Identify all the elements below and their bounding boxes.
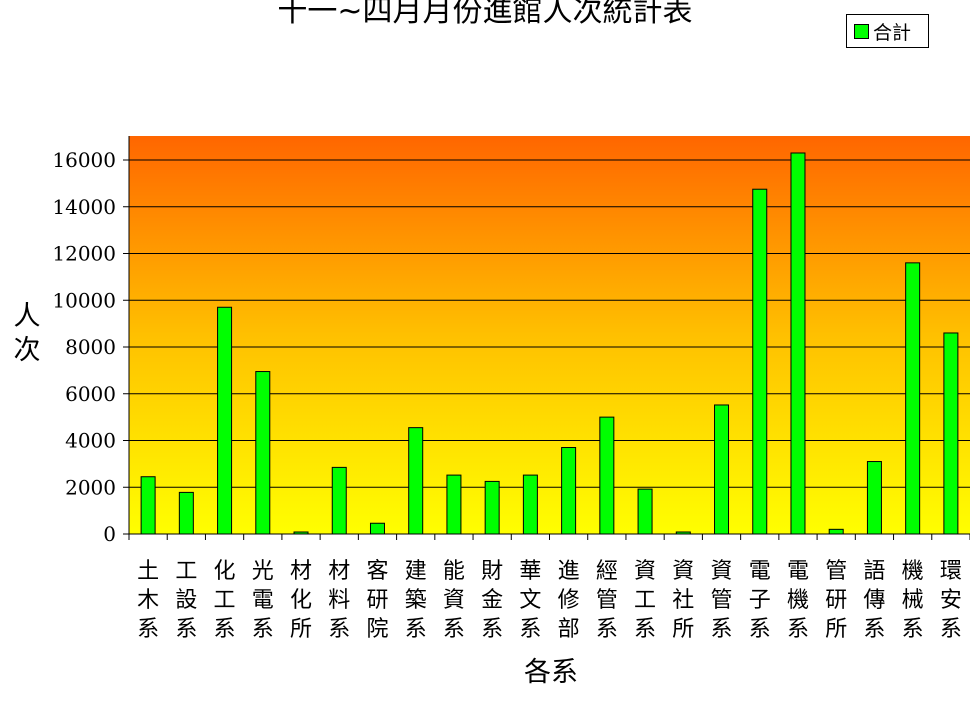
x-tick-label: 財金系 (481, 559, 503, 642)
y-tick-label: 8000 (65, 335, 116, 359)
bar (599, 416, 615, 535)
plot-area (129, 136, 970, 534)
x-tick-label: 進修部 (558, 559, 580, 642)
x-tick-label: 客研院 (366, 559, 388, 642)
x-tick-label: 資管系 (711, 559, 733, 642)
x-tick-label: 機械系 (902, 559, 924, 642)
y-axis-label: 人次 (12, 300, 42, 368)
x-tick-label: 建築系 (405, 559, 427, 642)
x-tick-label: 電子系 (749, 559, 771, 642)
bar (828, 528, 844, 535)
bar (408, 427, 424, 535)
y-axis-label-char: 次 (13, 335, 41, 366)
x-tick-label: 材料系 (328, 559, 350, 642)
y-tick-label: 4000 (65, 429, 116, 453)
x-tick-label: 能資系 (443, 559, 465, 642)
bar (905, 262, 921, 535)
x-tick-label: 土木系 (137, 559, 159, 642)
bar (217, 306, 233, 535)
bar (178, 491, 194, 535)
legend: 合計 (846, 14, 929, 48)
bar (866, 461, 882, 535)
bar (561, 447, 577, 535)
x-tick-label: 語傳系 (863, 559, 885, 642)
x-tick-label: 經管系 (596, 559, 618, 642)
bar (140, 476, 156, 535)
x-tick-label: 環安系 (940, 559, 962, 642)
bar (369, 522, 385, 535)
bar (752, 188, 768, 535)
chart-title: 十一~四月月份進館人次統計表 (277, 0, 693, 29)
x-tick-label: 資社所 (672, 559, 694, 642)
bar (943, 332, 959, 535)
x-tick-label: 管研所 (825, 559, 847, 642)
y-axis-label-char: 人 (13, 301, 41, 332)
legend-label: 合計 (873, 21, 912, 44)
bar (637, 488, 653, 535)
x-tick-label: 化工系 (214, 559, 236, 642)
bar (790, 152, 806, 535)
x-tick-label: 光電系 (252, 559, 274, 642)
x-tick-label: 工設系 (175, 559, 197, 642)
x-tick-label: 電機系 (787, 559, 809, 642)
x-tick-label: 材化所 (290, 559, 312, 642)
bar (331, 466, 347, 535)
y-tick-label: 10000 (52, 288, 116, 312)
y-tick-label: 12000 (52, 242, 116, 266)
y-tick-label: 14000 (52, 195, 116, 219)
y-tick-label: 6000 (65, 382, 116, 406)
x-axis-label: 各系 (524, 657, 578, 688)
bar (522, 474, 538, 535)
bar (484, 480, 500, 535)
legend-swatch (854, 23, 869, 39)
y-tick-label: 16000 (52, 148, 116, 172)
y-tick-label: 2000 (65, 475, 116, 499)
x-tick-label: 華文系 (519, 559, 541, 642)
x-tick-label: 資工系 (634, 559, 656, 642)
y-tick-label: 0 (103, 522, 116, 546)
bar (446, 474, 462, 535)
bar (255, 371, 271, 535)
bar (714, 404, 730, 535)
